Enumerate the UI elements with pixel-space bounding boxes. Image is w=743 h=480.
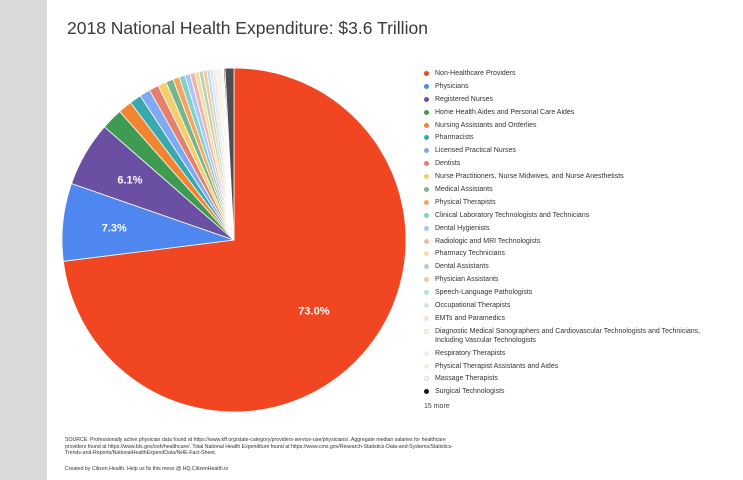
legend-swatch-icon (424, 290, 429, 296)
legend-label: Home Health Aides and Personal Care Aide… (435, 108, 575, 116)
pie-chart: 73.0% 7.3% 6.1% (61, 67, 407, 413)
legend-item: EMTs and Paramedics (422, 314, 722, 323)
legend-label: EMTs and Paramedics (435, 314, 506, 322)
legend-label: Nurse Practitioners, Nurse Midwives, and… (435, 173, 624, 181)
legend-label: Licensed Practical Nurses (435, 147, 516, 155)
pie-data-label-2: 6.1% (117, 175, 142, 187)
legend-swatch-icon (424, 225, 429, 231)
legend-item: Physical Therapists (422, 198, 722, 207)
legend-swatch-icon (424, 303, 429, 309)
legend-swatch-icon (424, 264, 429, 270)
legend-swatch-icon (424, 199, 429, 205)
legend-item: Home Health Aides and Personal Care Aide… (422, 108, 722, 117)
legend-item: Diagnostic Medical Sonographers and Card… (422, 327, 722, 345)
legend-swatch-icon (424, 277, 429, 283)
legend-label: Registered Nurses (435, 95, 493, 103)
legend-label: Diagnostic Medical Sonographers and Card… (435, 327, 701, 344)
legend-item: Licensed Practical Nurses (422, 146, 722, 155)
legend-swatch-icon (424, 350, 429, 356)
pie-data-label-0: 73.0% (298, 306, 329, 318)
legend-item: Physical Therapist Assistants and Aides (422, 362, 722, 371)
legend-label: Physician Assistants (435, 276, 499, 284)
legend-label: Physicians (435, 82, 469, 90)
legend-item: Physicians (422, 82, 722, 91)
legend-label: Respiratory Therapists (435, 349, 506, 357)
legend-label: Physical Therapists (435, 198, 496, 206)
legend-swatch-icon (424, 328, 429, 334)
legend-item: Surgical Technologists (422, 387, 722, 396)
legend-swatch-icon (424, 187, 429, 193)
legend-label: Dental Assistants (435, 263, 489, 271)
chart-title: 2018 National Health Expenditure: $3.6 T… (67, 18, 428, 38)
legend-label: Nursing Assistants and Orderlies (435, 121, 537, 129)
legend-swatch-icon (424, 376, 429, 382)
legend-item: Speech-Language Pathologists (422, 288, 722, 297)
legend-label: Dental Hygienists (435, 224, 490, 232)
legend-item: Medical Assistants (422, 185, 722, 194)
legend-item: Occupational Therapists (422, 301, 722, 310)
legend-swatch-icon (424, 109, 429, 115)
chart-card: 2018 National Health Expenditure: $3.6 T… (47, 0, 743, 480)
source-note: SOURCE: Professionally active physician … (65, 437, 453, 457)
legend-item: Radiologic and MRI Technologists (422, 237, 722, 246)
legend-label: Speech-Language Pathologists (435, 289, 533, 297)
legend-label: Medical Assistants (435, 186, 493, 194)
legend-label: Non-Healthcare Providers (435, 70, 516, 77)
legend-item: Nurse Practitioners, Nurse Midwives, and… (422, 172, 722, 181)
pie-slice-0 (62, 67, 407, 413)
legend-label: Physical Therapist Assistants and Aides (435, 362, 559, 370)
legend-swatch-icon (424, 135, 429, 141)
legend-label: Radiologic and MRI Technologists (435, 237, 541, 245)
legend-item: Non-Healthcare Providers (422, 69, 722, 78)
legend-item: Physician Assistants (422, 275, 722, 284)
pie-slice-other (224, 67, 235, 241)
credit-note: Created by Citizen.Health. Help us fix t… (65, 466, 229, 472)
pie-data-label-1: 7.3% (102, 222, 127, 234)
legend-swatch-icon (424, 83, 429, 89)
legend-item: Pharmacists (422, 133, 722, 142)
legend-swatch-icon (424, 174, 429, 180)
legend-item: Dental Assistants (422, 262, 722, 271)
legend-swatch-icon (424, 212, 429, 218)
legend-swatch-icon (424, 71, 429, 76)
legend-swatch-icon (424, 315, 429, 321)
legend-item: Dentists (422, 159, 722, 168)
legend-item: Clinical Laboratory Technologists and Te… (422, 211, 722, 220)
legend-label: Pharmacy Technicians (435, 250, 505, 258)
legend-swatch-icon (424, 148, 429, 154)
legend-label: Massage Therapists (435, 375, 498, 383)
legend-swatch-icon (424, 363, 429, 369)
legend-swatch-icon (424, 96, 429, 102)
legend-item: Pharmacy Technicians (422, 249, 722, 258)
legend-swatch-icon (424, 161, 429, 167)
legend-swatch-icon (424, 238, 429, 244)
legend-label: Surgical Technologists (435, 388, 505, 396)
chart-legend: Non-Healthcare Providers Physicians Regist… (422, 69, 722, 410)
legend-item: Respiratory Therapists (422, 349, 722, 358)
legend-item: Dental Hygienists (422, 224, 722, 233)
legend-item: Registered Nurses (422, 95, 722, 104)
legend-swatch-icon (424, 389, 429, 395)
legend-label: Pharmacists (435, 134, 474, 142)
legend-swatch-icon (424, 122, 429, 128)
legend-item: Massage Therapists (422, 374, 722, 383)
legend-label: Occupational Therapists (435, 302, 511, 310)
legend-more-link[interactable]: 15 more (424, 403, 450, 411)
legend-swatch-icon (424, 251, 429, 257)
legend-item: Nursing Assistants and Orderlies (422, 121, 722, 130)
legend-label: Dentists (435, 160, 461, 168)
legend-label: Clinical Laboratory Technologists and Te… (435, 211, 590, 219)
